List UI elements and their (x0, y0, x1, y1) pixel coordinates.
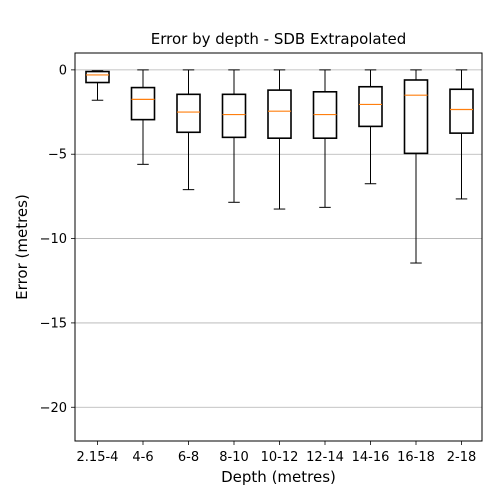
y-tick-label: −15 (40, 316, 67, 331)
box-12-14 (312, 69, 338, 208)
box-iqr (449, 88, 474, 134)
box-16-18 (403, 69, 429, 264)
box-2-18 (449, 69, 474, 200)
box-2.15-4 (85, 70, 110, 101)
box-iqr (130, 86, 156, 121)
y-axis-label: Error (metres) (13, 194, 31, 300)
grid-lines (75, 69, 482, 408)
x-tick-label: 14-16 (352, 450, 390, 465)
box-4-6 (130, 69, 156, 165)
box-8-10 (221, 69, 247, 203)
x-axis-ticks: 2.15-4 4-6 6-8 8-10 10-12 12-14 14-16 16-18 2-18 (77, 441, 477, 465)
x-tick-label: 6-8 (178, 450, 199, 465)
x-tick-label: 16-18 (397, 450, 435, 465)
x-tick-label: 2-18 (447, 450, 477, 465)
y-tick-label: −5 (48, 148, 67, 163)
x-tick-label: 4-6 (132, 450, 153, 465)
y-tick-label: 0 (59, 63, 67, 78)
plot-area-frame (74, 52, 483, 442)
y-tick-label: −10 (40, 232, 67, 247)
box-10-12 (267, 69, 292, 210)
box-iqr (221, 93, 247, 139)
box-iqr (403, 79, 429, 155)
chart-title: Error by depth - SDB Extrapolated (151, 30, 407, 48)
y-tick-label: −20 (40, 401, 67, 416)
x-axis-label: Depth (metres) (221, 468, 336, 486)
x-tick-label: 10-12 (261, 450, 299, 465)
box-14-16 (358, 69, 383, 185)
x-tick-label: 12-14 (306, 450, 344, 465)
box-iqr (85, 70, 110, 84)
y-axis-ticks: 0 −5 −10 −15 −20 (40, 63, 75, 416)
box-iqr (267, 89, 292, 139)
box-iqr (176, 93, 201, 134)
box-6-8 (176, 69, 201, 191)
box-iqr (358, 85, 383, 128)
x-tick-label: 8-10 (219, 450, 249, 465)
x-tick-label: 2.15-4 (77, 450, 119, 465)
boxes (85, 69, 474, 264)
